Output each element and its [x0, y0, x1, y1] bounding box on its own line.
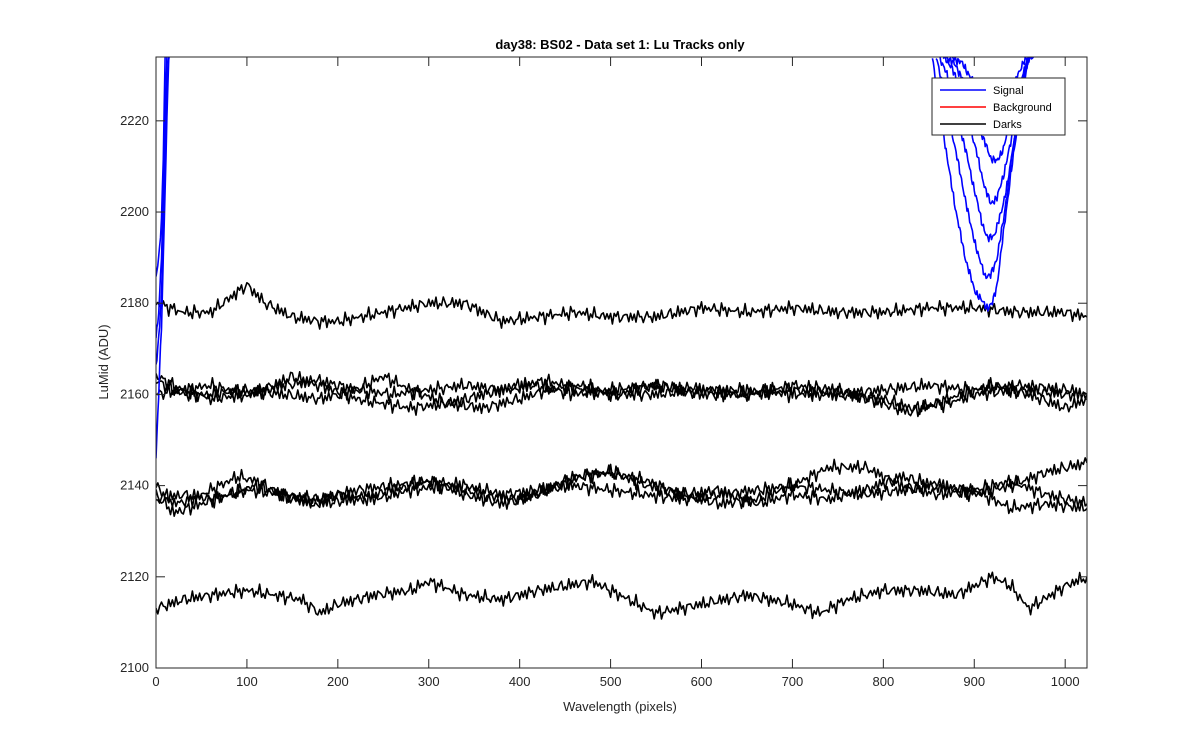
legend-entry-label: Signal: [993, 85, 1024, 97]
darks-series-line: [156, 281, 1087, 330]
x-axis-label: Wavelength (pixels): [563, 699, 677, 714]
plot-background: [156, 57, 1087, 668]
signal-series-line: [156, 57, 166, 277]
plot-area: [155, 56, 1088, 669]
y-tick-label: 2160: [120, 386, 149, 401]
x-tick-label: 900: [963, 674, 985, 689]
x-tick-label: 400: [509, 674, 531, 689]
x-tick-label: 500: [600, 674, 622, 689]
x-tick-label: 0: [152, 674, 159, 689]
y-tick-label: 2220: [120, 113, 149, 128]
y-tick-label: 2200: [120, 204, 149, 219]
series-layer: [156, 57, 1087, 620]
x-tick-label: 800: [872, 674, 894, 689]
y-tick-label: 2100: [120, 660, 149, 675]
legend-entry-label: Darks: [993, 119, 1022, 131]
chart-title: day38: BS02 - Data set 1: Lu Tracks only: [495, 37, 745, 52]
x-tick-label: 700: [782, 674, 804, 689]
x-axis: 0 100 200 300 400 500 600 700 800 900 1000: [152, 57, 1080, 689]
legend: Signal Background Darks: [931, 77, 1066, 136]
signal-series-line: [156, 57, 170, 365]
x-tick-label: 100: [236, 674, 258, 689]
darks-series-line: [156, 571, 1087, 620]
darks-series-line: [156, 373, 1087, 404]
signal-series-line: [156, 57, 168, 339]
x-tick-label: 1000: [1051, 674, 1080, 689]
y-axis: 2100 2120 2140 2160 2180 2200 2220: [120, 113, 1087, 675]
legend-entry-label: Background: [993, 102, 1052, 114]
x-tick-label: 600: [691, 674, 713, 689]
x-tick-label: 300: [418, 674, 440, 689]
plot-frame: [155, 56, 1088, 669]
x-tick-label: 200: [327, 674, 349, 689]
y-tick-label: 2180: [120, 295, 149, 310]
y-tick-label: 2120: [120, 569, 149, 584]
y-axis-label: LuMid (ADU): [96, 324, 111, 399]
darks-series-line: [156, 475, 1087, 515]
y-tick-label: 2140: [120, 478, 149, 493]
